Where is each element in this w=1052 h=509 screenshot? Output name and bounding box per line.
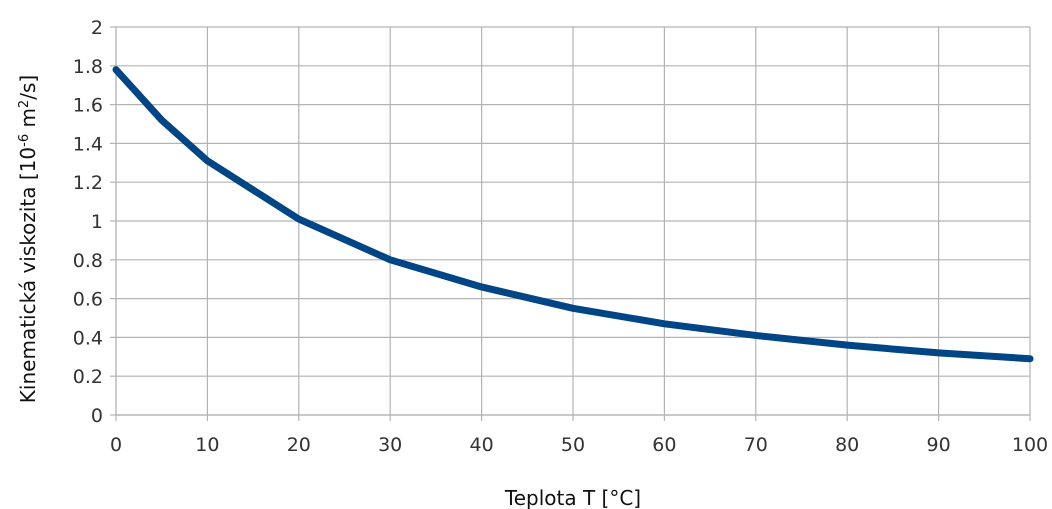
y-axis-title-exponent: -6 [17,134,32,147]
series-layer [112,66,1034,363]
x-tick-label-9: 90 [927,434,951,456]
y-tick-label-2: 0.4 [73,327,103,349]
y-tick-label-7: 1.4 [73,133,103,155]
y-tick-label-4: 0.8 [73,250,103,272]
y-axis-title-unit: m [16,108,40,134]
x-tick-label-6: 60 [652,434,676,456]
x-tick-label-10: 100 [1012,434,1048,456]
y-tick-label-3: 0.6 [73,289,103,311]
y-tick-label-8: 1.6 [73,95,103,117]
x-tick-label-7: 70 [744,434,768,456]
y-tick-label-6: 1.2 [73,172,103,194]
x-tick-label-2: 20 [287,434,311,456]
y-axis-title-main: Kinematická viskozita [10 [16,147,40,403]
x-tick-label-0: 0 [110,434,122,456]
x-tick-label-5: 50 [561,434,585,456]
series-line-0 [112,66,1034,363]
y-tick-label-1: 0.2 [73,366,103,388]
axes [110,26,1031,421]
y-axis-title: Kinematická viskozita [10-6 m2/s] [16,75,40,403]
grid [115,26,1031,416]
x-tick-label-4: 40 [470,434,494,456]
x-tick-label-8: 80 [835,434,859,456]
y-tick-label-10: 2 [91,17,103,39]
y-tick-label-0: 0 [91,405,103,427]
x-tick-label-1: 10 [195,434,219,456]
y-tick-label-9: 1.8 [73,56,103,78]
y-tick-label-5: 1 [91,211,103,233]
x-tick-label-3: 30 [378,434,402,456]
tick-labels: 0 10 20 30 40 50 60 70 80 90 100 0 0.2 0.4 0.6 0.8 1 1.2 1… [73,17,1048,456]
x-axis-title: Teplota T [°C] [504,486,641,509]
y-axis-title-end: /s] [16,75,40,100]
y-axis-title-unit-exponent: 2 [17,100,32,108]
